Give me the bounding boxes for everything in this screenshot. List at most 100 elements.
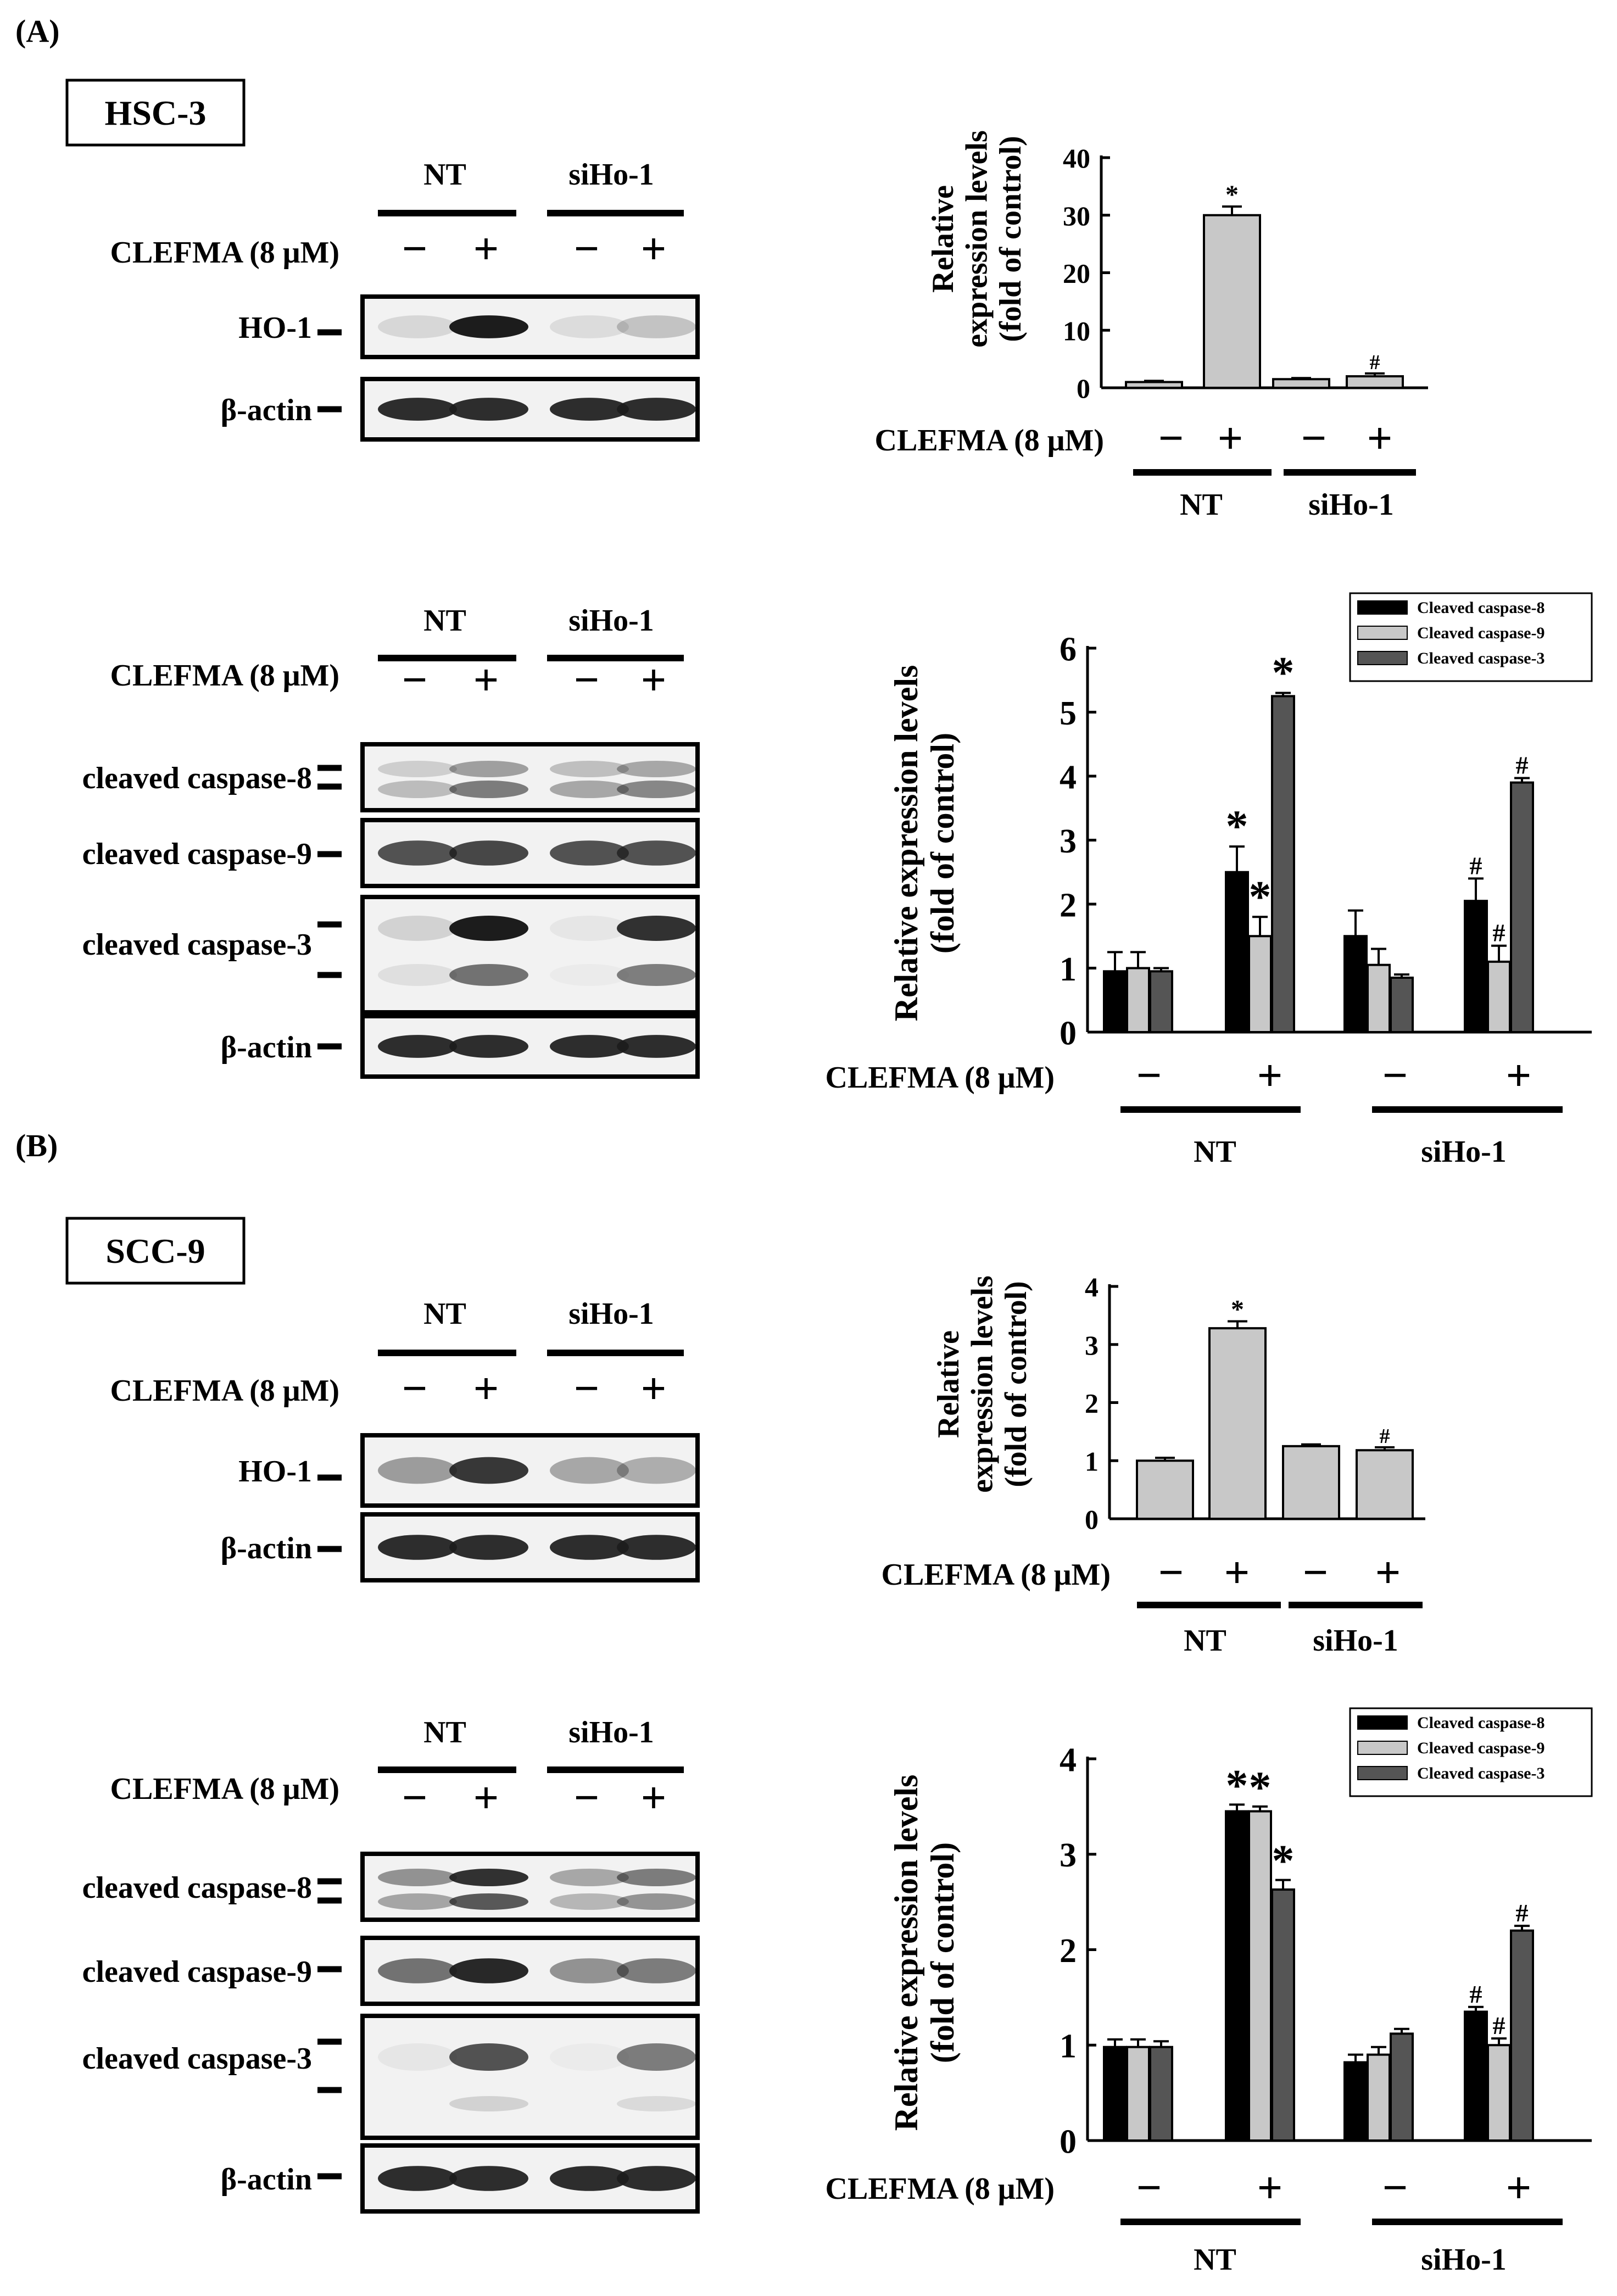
blot-label: HO-1 (238, 1454, 312, 1489)
blot-group-nt: NT (423, 1715, 466, 1749)
treatment-sign: + (1257, 1050, 1283, 1100)
bar (1367, 2053, 1391, 2142)
blot-band (378, 315, 457, 338)
treatment-sign: − (1136, 1050, 1162, 1100)
blot-band (617, 916, 696, 941)
blot-lane-sign: + (473, 1363, 499, 1413)
bar (1282, 1445, 1340, 1520)
blot-band (449, 1535, 528, 1560)
blot-band (449, 1869, 528, 1886)
bar (1346, 375, 1404, 389)
blot-band (550, 398, 629, 421)
bar (1248, 1810, 1272, 2142)
blot-strip (360, 895, 700, 1015)
bar (1343, 935, 1368, 1033)
blot-group-siho1: siHo-1 (568, 1297, 654, 1331)
cell-line-label: HSC-3 (105, 93, 207, 132)
y-axis-label-line: (fold of control) (994, 136, 1028, 342)
group-label: siHo-1 (1421, 1135, 1507, 1169)
legend-entry: Cleaved caspase-9 (1417, 1739, 1544, 1757)
group-label: siHo-1 (1421, 2243, 1507, 2277)
blot-band (449, 1958, 528, 1983)
y-axis-label-line: expression levels (966, 1275, 1000, 1493)
treatment-sign: − (1303, 1547, 1329, 1597)
blot-band (378, 916, 457, 941)
blot-lane-sign: − (574, 1773, 600, 1823)
significance-marker: * (1226, 1760, 1248, 1810)
bar (1149, 970, 1173, 1033)
treatment-sign: − (1158, 413, 1184, 463)
blot-treatment-label: CLEFMA (8 μM) (110, 1374, 339, 1408)
y-axis-label-line: expression levels (960, 130, 994, 348)
y-tick-label: 2 (1085, 1388, 1099, 1419)
blot-band (617, 964, 696, 986)
blot-band (449, 1035, 528, 1058)
significance-marker: * (1249, 1762, 1272, 1812)
blot-frame (360, 1852, 700, 1922)
legend-swatch (1357, 651, 1408, 665)
group-label: NT (1184, 1624, 1226, 1658)
blot-group-siho1: siHo-1 (568, 1715, 654, 1749)
cell-line-box (65, 79, 246, 147)
y-tick-label: 2 (1060, 887, 1077, 924)
blot-band (449, 840, 528, 866)
y-tick-label: 2 (1060, 1932, 1077, 1970)
panel-label: (A) (15, 13, 60, 49)
bar (1464, 900, 1488, 1034)
blot-label: cleaved caspase-3 (82, 2042, 312, 2076)
y-axis-label-line: Relative (926, 185, 960, 293)
blot-band (550, 840, 629, 866)
y-tick-label: 20 (1063, 258, 1090, 289)
group-label: NT (1194, 2243, 1236, 2277)
bar (1272, 378, 1330, 389)
blot-band (449, 2043, 528, 2071)
chart-A-ho1: 0 10 20 30 40 Relativeexpression levels(fold … (875, 130, 1428, 522)
blot-band (617, 2043, 696, 2071)
significance-marker: * (1225, 180, 1239, 209)
bar (1367, 963, 1391, 1034)
blot-band (449, 1457, 528, 1484)
bar (1203, 214, 1261, 389)
blot-band (378, 1035, 457, 1058)
blot-band (449, 964, 528, 986)
treatment-label: CLEFMA (8 μM) (875, 423, 1104, 458)
blot-group-nt: NT (423, 1297, 466, 1331)
treatment-label: CLEFMA (8 μM) (826, 1061, 1055, 1095)
bar (1126, 2046, 1150, 2142)
legend-entry: Cleaved caspase-8 (1417, 1714, 1544, 1732)
blot-label: β-actin (221, 2163, 312, 2197)
significance-marker: # (1370, 351, 1380, 374)
bar (1103, 2046, 1127, 2142)
blot-band (449, 2096, 528, 2111)
blot-band (617, 781, 696, 798)
significance-marker: * (1231, 1295, 1244, 1324)
y-axis-label: Relative expression levels(fold of contr… (888, 665, 961, 1022)
blot-strip (360, 2014, 700, 2140)
blot-frame (360, 1433, 700, 1508)
treatment-sign: + (1367, 413, 1393, 463)
blot-band (550, 781, 629, 798)
y-axis-label-line: (fold of control) (924, 1842, 961, 2063)
blot-band (449, 1893, 528, 1910)
blot-band (617, 1893, 696, 1910)
bar (1390, 2032, 1414, 2142)
legend-swatch (1357, 600, 1408, 615)
y-tick-label: 0 (1085, 1504, 1099, 1535)
y-tick-label: 4 (1060, 759, 1077, 796)
blot-group-nt: NT (423, 158, 466, 192)
legend-swatch (1357, 1741, 1408, 1755)
y-axis-label-line: Relative expression levels (888, 1775, 924, 2131)
treatment-label: CLEFMA (8 μM) (882, 1558, 1111, 1592)
blot-band (378, 964, 457, 986)
y-tick-label: 5 (1060, 695, 1077, 732)
blot-band (617, 1535, 696, 1560)
blot-label: cleaved caspase-9 (82, 1955, 312, 1989)
significance-marker: * (1249, 871, 1272, 921)
bar (1225, 871, 1249, 1033)
y-tick-label: 40 (1063, 143, 1090, 174)
significance-marker: * (1272, 648, 1295, 698)
y-tick-label: 4 (1085, 1272, 1099, 1302)
blot-band (550, 1035, 629, 1058)
blot-band (449, 761, 528, 777)
bar (1510, 781, 1534, 1034)
